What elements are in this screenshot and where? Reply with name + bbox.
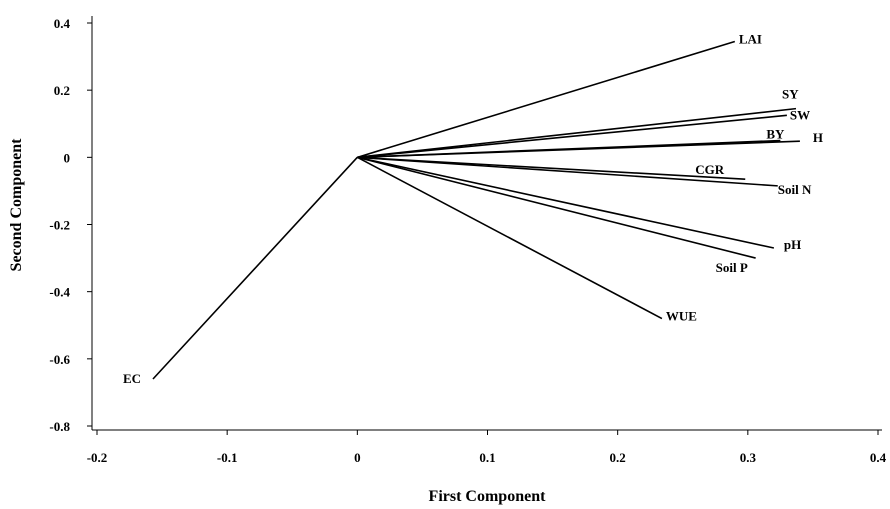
vector-sy [357,107,797,159]
vector-label-ph: pH [784,237,801,252]
x-tick-label: 0.3 [740,450,757,465]
vector-labels: LAI SY SW BY H CGR Soil N pH Soil P WUE EC [123,31,823,386]
vector-label-lai: LAI [739,31,762,46]
x-tick-label: -0.2 [87,450,108,465]
vector-lai [357,40,736,159]
vector-h [357,140,800,159]
x-tick-label: 0.1 [479,450,495,465]
vector-label-soil-p: Soil P [716,260,748,275]
vector-soil-p [357,156,756,259]
vector-wue [356,156,663,320]
y-tick-label: 0.4 [54,16,71,31]
vector-label-soil-n: Soil N [778,182,812,197]
vector-label-sw: SW [790,107,810,122]
vector-sw [357,114,787,159]
x-tick-label: 0.4 [870,450,887,465]
vector-soil-n [357,156,778,187]
x-tick-label: 0 [354,450,361,465]
y-tick-label: 0.2 [54,83,70,98]
x-tick-label: 0.2 [610,450,626,465]
y-tick-label: 0 [64,150,71,165]
vector-label-ec: EC [123,371,141,386]
y-ticks: -0.8 -0.6 -0.4 -0.2 0 0.2 0.4 [49,16,92,434]
vector-ph [357,156,775,249]
y-tick-label: -0.6 [49,352,70,367]
x-ticks: -0.2 -0.1 0 0.1 0.2 0.3 0.4 [87,430,887,465]
axes [91,16,882,431]
loading-vectors [152,40,800,380]
vector-label-cgr: CGR [695,162,725,177]
vector-label-sy: SY [782,87,799,102]
vector-label-wue: WUE [666,309,697,324]
y-axis-title: Second Component [8,138,25,272]
vector-label-h: H [813,130,823,145]
x-tick-label: -0.1 [217,450,238,465]
y-tick-label: -0.2 [49,218,70,233]
x-axis-title: First Component [429,488,547,505]
y-tick-label: -0.8 [49,419,70,434]
y-tick-label: -0.4 [49,285,70,300]
vector-label-by: BY [766,127,785,142]
vector-ec [152,156,358,380]
